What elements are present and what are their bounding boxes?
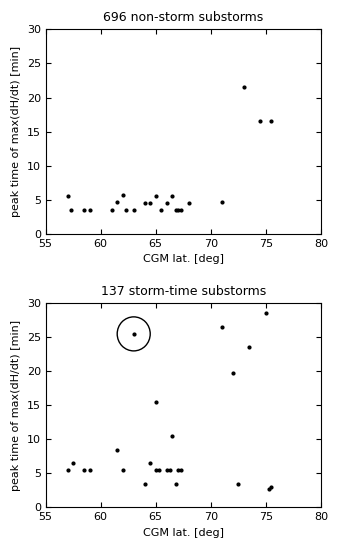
X-axis label: CGM lat. [deg]: CGM lat. [deg] [143, 528, 224, 538]
X-axis label: CGM lat. [deg]: CGM lat. [deg] [143, 254, 224, 264]
Y-axis label: peak time of max(dH/dt) [min]: peak time of max(dH/dt) [min] [11, 320, 21, 491]
Y-axis label: peak time of max(dH/dt) [min]: peak time of max(dH/dt) [min] [11, 46, 21, 217]
Title: 696 non-storm substorms: 696 non-storm substorms [103, 11, 263, 24]
Title: 137 storm-time substorms: 137 storm-time substorms [101, 285, 266, 298]
